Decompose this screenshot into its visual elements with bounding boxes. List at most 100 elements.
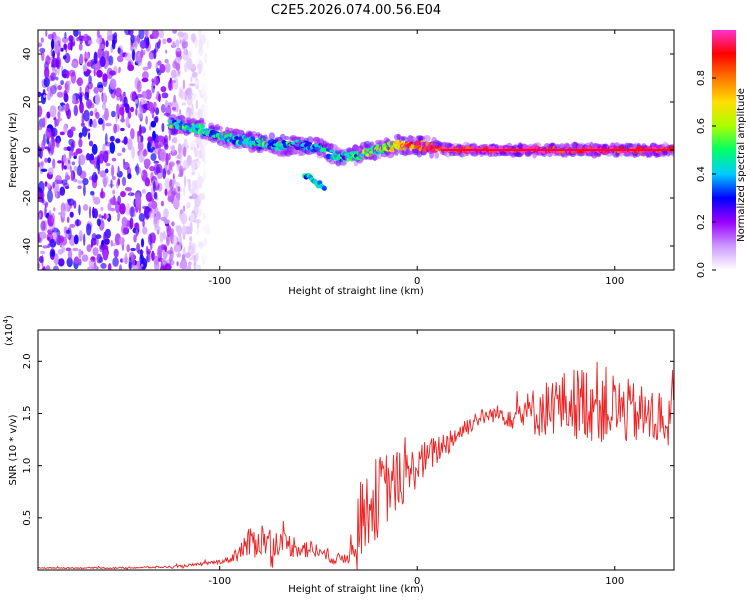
noise-mark xyxy=(70,39,73,51)
y-tick-label: -20 xyxy=(22,190,33,206)
noise-mark xyxy=(96,37,103,44)
noise-mark xyxy=(126,244,130,253)
snr-scale-exponent: 4 xyxy=(2,318,10,323)
colorbar-tick-label: 0.6 xyxy=(696,118,707,134)
noise-mark xyxy=(51,38,55,50)
noise-mark xyxy=(50,48,53,57)
noise-mark xyxy=(110,207,116,212)
noise-mark xyxy=(98,117,104,125)
snr-series-line xyxy=(38,361,674,570)
noise-mark xyxy=(130,247,137,252)
noise-mark xyxy=(40,168,48,172)
noise-mark xyxy=(119,203,126,215)
noise-mark xyxy=(182,32,189,41)
noise-mark xyxy=(164,58,169,64)
noise-mark xyxy=(124,30,131,36)
noise-mark xyxy=(86,223,92,236)
noise-mark xyxy=(186,154,192,166)
noise-mark xyxy=(92,247,99,256)
noise-mark xyxy=(71,161,76,166)
noise-mark xyxy=(71,60,78,68)
noise-mark xyxy=(185,252,191,259)
noise-mark xyxy=(83,109,90,122)
noise-mark xyxy=(198,48,204,56)
noise-mark xyxy=(195,160,202,164)
noise-mark xyxy=(201,36,206,45)
noise-mark xyxy=(153,191,158,200)
ridge-halo-mark xyxy=(417,135,424,142)
noise-mark xyxy=(130,106,134,113)
noise-mark xyxy=(47,33,54,40)
noise-mark xyxy=(88,206,92,219)
noise-mark xyxy=(166,225,172,238)
noise-mark xyxy=(151,113,155,119)
noise-mark xyxy=(200,83,208,95)
noise-mark xyxy=(107,202,112,211)
noise-mark xyxy=(76,219,79,227)
noise-mark xyxy=(163,143,169,150)
ridge-mark xyxy=(313,143,320,147)
noise-mark xyxy=(102,175,109,185)
noise-mark xyxy=(135,228,139,237)
noise-mark xyxy=(116,96,120,101)
noise-mark xyxy=(134,51,141,64)
noise-mark xyxy=(117,212,121,220)
noise-mark xyxy=(102,73,108,83)
noise-mark xyxy=(62,73,67,78)
noise-mark xyxy=(56,118,60,124)
noise-mark xyxy=(193,204,199,218)
noise-mark xyxy=(190,141,195,150)
y-tick-label: 1.0 xyxy=(22,458,33,474)
noise-mark xyxy=(48,226,54,231)
noise-mark xyxy=(73,256,80,265)
noise-mark xyxy=(196,63,202,70)
noise-mark xyxy=(100,262,107,269)
noise-mark xyxy=(63,43,67,50)
noise-mark xyxy=(119,237,125,245)
noise-mark xyxy=(120,118,126,123)
noise-mark xyxy=(179,91,186,100)
ridge-halo-mark xyxy=(423,135,431,142)
y-tick-label: 1.5 xyxy=(22,406,33,422)
noise-mark xyxy=(110,179,113,189)
noise-mark xyxy=(50,72,56,81)
noise-mark xyxy=(88,259,95,268)
ridge-halo-mark xyxy=(434,151,440,159)
noise-mark xyxy=(79,86,82,93)
noise-mark xyxy=(85,128,91,132)
noise-mark xyxy=(170,260,175,266)
noise-mark xyxy=(175,103,179,113)
noise-mark xyxy=(78,248,82,259)
noise-mark xyxy=(197,108,203,120)
noise-mark xyxy=(126,202,131,216)
x-tick-label: 0 xyxy=(414,576,420,587)
y-tick-label: 20 xyxy=(22,96,33,109)
noise-mark xyxy=(186,201,191,209)
noise-mark xyxy=(89,110,94,117)
noise-mark xyxy=(60,102,65,106)
noise-mark xyxy=(145,115,148,125)
noise-mark xyxy=(38,145,42,157)
noise-mark xyxy=(96,154,101,166)
snr-scale-prefix: (x10 xyxy=(4,323,15,346)
noise-mark xyxy=(202,212,206,220)
noise-mark xyxy=(193,255,197,269)
noise-mark xyxy=(195,99,199,110)
noise-mark xyxy=(154,215,158,225)
noise-mark xyxy=(149,165,155,172)
noise-mark xyxy=(154,206,159,214)
noise-mark xyxy=(152,180,156,193)
noise-mark xyxy=(130,128,135,140)
noise-mark xyxy=(99,150,105,157)
noise-mark xyxy=(53,207,56,212)
noise-mark xyxy=(149,124,152,131)
noise-mark xyxy=(180,212,188,225)
noise-mark xyxy=(147,60,152,70)
noise-mark xyxy=(171,107,177,111)
colorbar-tick-label: 0.4 xyxy=(696,166,707,182)
noise-mark xyxy=(175,62,181,71)
noise-mark xyxy=(118,69,121,74)
noise-mark xyxy=(206,40,209,50)
noise-mark xyxy=(137,140,144,152)
noise-mark xyxy=(44,114,48,124)
